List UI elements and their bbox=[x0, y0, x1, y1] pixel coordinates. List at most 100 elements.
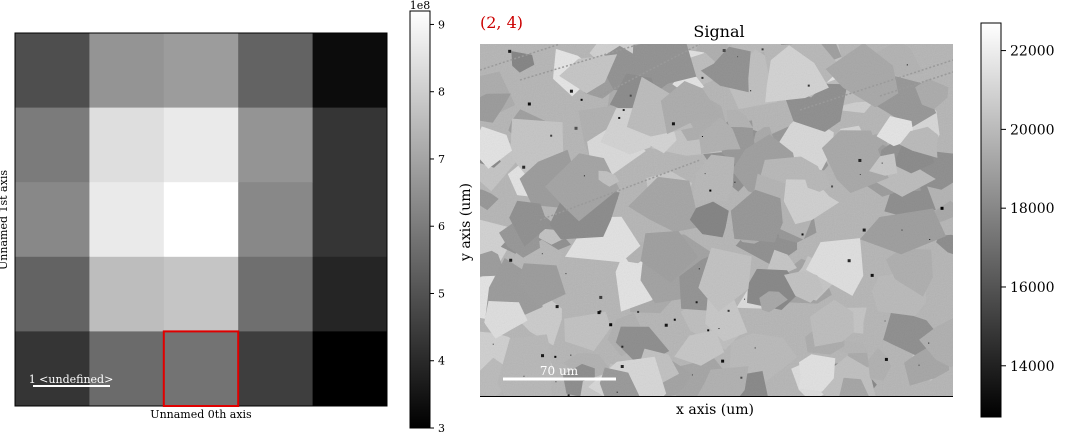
speck bbox=[570, 354, 572, 356]
speck bbox=[734, 181, 736, 183]
speck bbox=[744, 298, 746, 300]
navigator-cell-2-0[interactable] bbox=[15, 182, 90, 258]
speck bbox=[701, 136, 703, 138]
signal-x-axis-label: x axis (um) bbox=[676, 402, 754, 418]
signal-title: Signal bbox=[693, 22, 744, 41]
colorbar-tick-label: 6 bbox=[438, 220, 445, 233]
speck bbox=[695, 301, 698, 304]
navigator-cell-0-0[interactable] bbox=[15, 33, 90, 109]
navigator-cell-4-2[interactable] bbox=[163, 331, 239, 407]
speck bbox=[918, 364, 920, 366]
colorbar-tick-label: 7 bbox=[438, 153, 445, 166]
navigator-cell-2-3[interactable] bbox=[238, 182, 314, 258]
grain bbox=[480, 250, 505, 277]
navigator-x-axis-label: Unnamed 0th axis bbox=[150, 408, 252, 421]
speck bbox=[727, 309, 730, 312]
navigator-cell-3-1[interactable] bbox=[89, 256, 165, 332]
signal-image[interactable] bbox=[455, 13, 974, 426]
navigator-cell-4-3[interactable] bbox=[238, 331, 314, 407]
speck bbox=[718, 328, 720, 330]
grain bbox=[839, 377, 869, 396]
speck bbox=[567, 394, 570, 396]
signal-colorbar-ticks: 14000 16000 18000 20000 22000 bbox=[1001, 44, 1055, 375]
navigator-cell-2-2[interactable] bbox=[163, 182, 239, 258]
navigator-heatmap[interactable] bbox=[15, 33, 388, 407]
speck bbox=[870, 273, 874, 277]
speck bbox=[583, 175, 585, 177]
speck bbox=[492, 343, 494, 345]
speck bbox=[522, 165, 526, 169]
navigator-cell-0-3[interactable] bbox=[238, 33, 314, 109]
navigator-cell-3-2[interactable] bbox=[163, 256, 239, 332]
speck bbox=[721, 359, 725, 363]
navigator-colorbar-ticks: 3 4 5 6 7 8 9 bbox=[430, 18, 445, 433]
speck bbox=[541, 253, 543, 255]
navigator-y-axis-label: Unnamed 1st axis bbox=[0, 170, 10, 270]
navigator-cell-4-0[interactable] bbox=[15, 331, 90, 407]
grain bbox=[899, 126, 939, 158]
speck bbox=[622, 109, 625, 112]
grain bbox=[510, 118, 564, 178]
grain bbox=[599, 367, 640, 396]
navigator-cell-1-2[interactable] bbox=[163, 107, 239, 183]
navigator-cell-2-4[interactable] bbox=[312, 182, 388, 258]
grain bbox=[730, 189, 783, 243]
speck bbox=[569, 89, 573, 93]
speck bbox=[527, 102, 531, 106]
grain bbox=[697, 366, 749, 396]
grain bbox=[784, 270, 824, 303]
navigator-cell-2-1[interactable] bbox=[89, 182, 165, 258]
navigator-cell-1-0[interactable] bbox=[15, 107, 90, 183]
signal-colorbar bbox=[980, 22, 1002, 418]
speck bbox=[701, 76, 704, 79]
grain bbox=[480, 126, 512, 169]
speck bbox=[901, 229, 903, 231]
speck bbox=[565, 273, 567, 275]
navigator-colorbar bbox=[409, 10, 431, 429]
navigator-cell-4-4[interactable] bbox=[312, 331, 388, 407]
speck bbox=[722, 49, 726, 53]
speck bbox=[698, 268, 700, 270]
grain bbox=[545, 153, 620, 222]
speck bbox=[554, 355, 557, 358]
navigator-cell-1-4[interactable] bbox=[312, 107, 388, 183]
speck bbox=[508, 49, 512, 53]
navigator-selection-marker[interactable] bbox=[162, 330, 240, 407]
grain-boundary bbox=[599, 44, 701, 97]
colorbar-tick-label: 4 bbox=[438, 355, 445, 368]
grain bbox=[698, 117, 741, 154]
speck bbox=[884, 320, 886, 322]
grain bbox=[480, 189, 499, 211]
speck bbox=[664, 323, 668, 327]
signal-y-axis-label: y axis (um) bbox=[458, 183, 474, 262]
colorbar-tick-label: 18000 bbox=[1010, 201, 1055, 217]
speck bbox=[928, 342, 930, 344]
navigator-cell-3-4[interactable] bbox=[312, 256, 388, 332]
grain bbox=[804, 168, 831, 192]
speck bbox=[709, 189, 712, 192]
colorbar-tick-label: 20000 bbox=[1010, 122, 1055, 138]
grain bbox=[660, 81, 722, 135]
grain bbox=[497, 334, 552, 396]
grain bbox=[698, 247, 752, 312]
navigator-cell-0-4[interactable] bbox=[312, 33, 388, 109]
navigator-colorbar-multiplier: 1e8 bbox=[410, 0, 431, 12]
navigator-cell-1-3[interactable] bbox=[238, 107, 314, 183]
grain-boundary bbox=[879, 71, 953, 97]
colorbar-tick-label: 16000 bbox=[1010, 280, 1055, 296]
navigator-cell-1-1[interactable] bbox=[89, 107, 165, 183]
speck bbox=[859, 174, 861, 176]
navigator-cell-3-3[interactable] bbox=[238, 256, 314, 332]
speck bbox=[597, 311, 601, 315]
navigator-cell-0-2[interactable] bbox=[163, 33, 239, 109]
grain bbox=[810, 299, 854, 347]
grain bbox=[509, 200, 549, 247]
grain bbox=[936, 234, 953, 255]
navigator-cell-4-1[interactable] bbox=[89, 331, 165, 407]
navigator-cell-3-0[interactable] bbox=[15, 256, 90, 332]
speck bbox=[737, 56, 739, 58]
speck bbox=[509, 258, 513, 262]
speck bbox=[761, 48, 764, 51]
speck bbox=[707, 329, 710, 332]
navigator-cell-0-1[interactable] bbox=[89, 33, 165, 109]
